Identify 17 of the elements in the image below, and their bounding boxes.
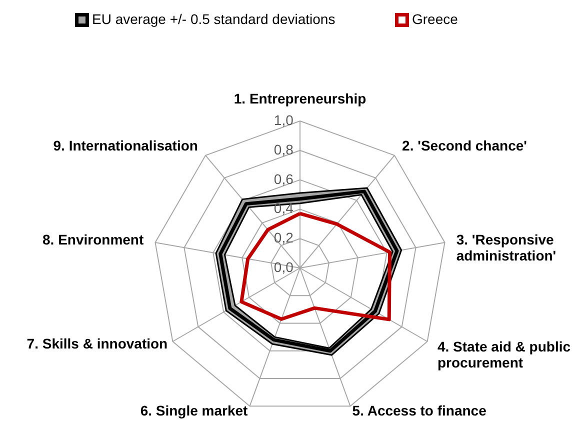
legend-label: EU average +/- 0.5 standard deviations (92, 11, 336, 27)
spoke-label: 1. Entrepreneurship (234, 90, 366, 106)
legend-label: Greece (412, 11, 458, 27)
y-tick-label: 0,6 (274, 170, 294, 187)
spoke-label: 2. 'Second chance' (402, 137, 527, 154)
y-tick-label: 0,8 (274, 141, 294, 158)
y-tick-label: 1,0 (274, 112, 294, 128)
spoke-label: 9. Internationalisation (53, 137, 198, 154)
y-tick-label: 0,2 (274, 230, 294, 246)
y-tick-label: 0,4 (274, 200, 294, 216)
spoke-label: 8. Environment (42, 231, 144, 248)
spoke-label: 5. Access to finance (352, 402, 487, 419)
y-tick-label: 0,0 (274, 259, 294, 275)
spoke-label: 3. 'Responsive administration' (456, 231, 556, 264)
spoke-label: 4. State aid & public procurement (437, 338, 571, 370)
spoke-label: 6. Single market (140, 402, 248, 419)
spoke-label: 7. Skills & innovation (26, 335, 168, 352)
